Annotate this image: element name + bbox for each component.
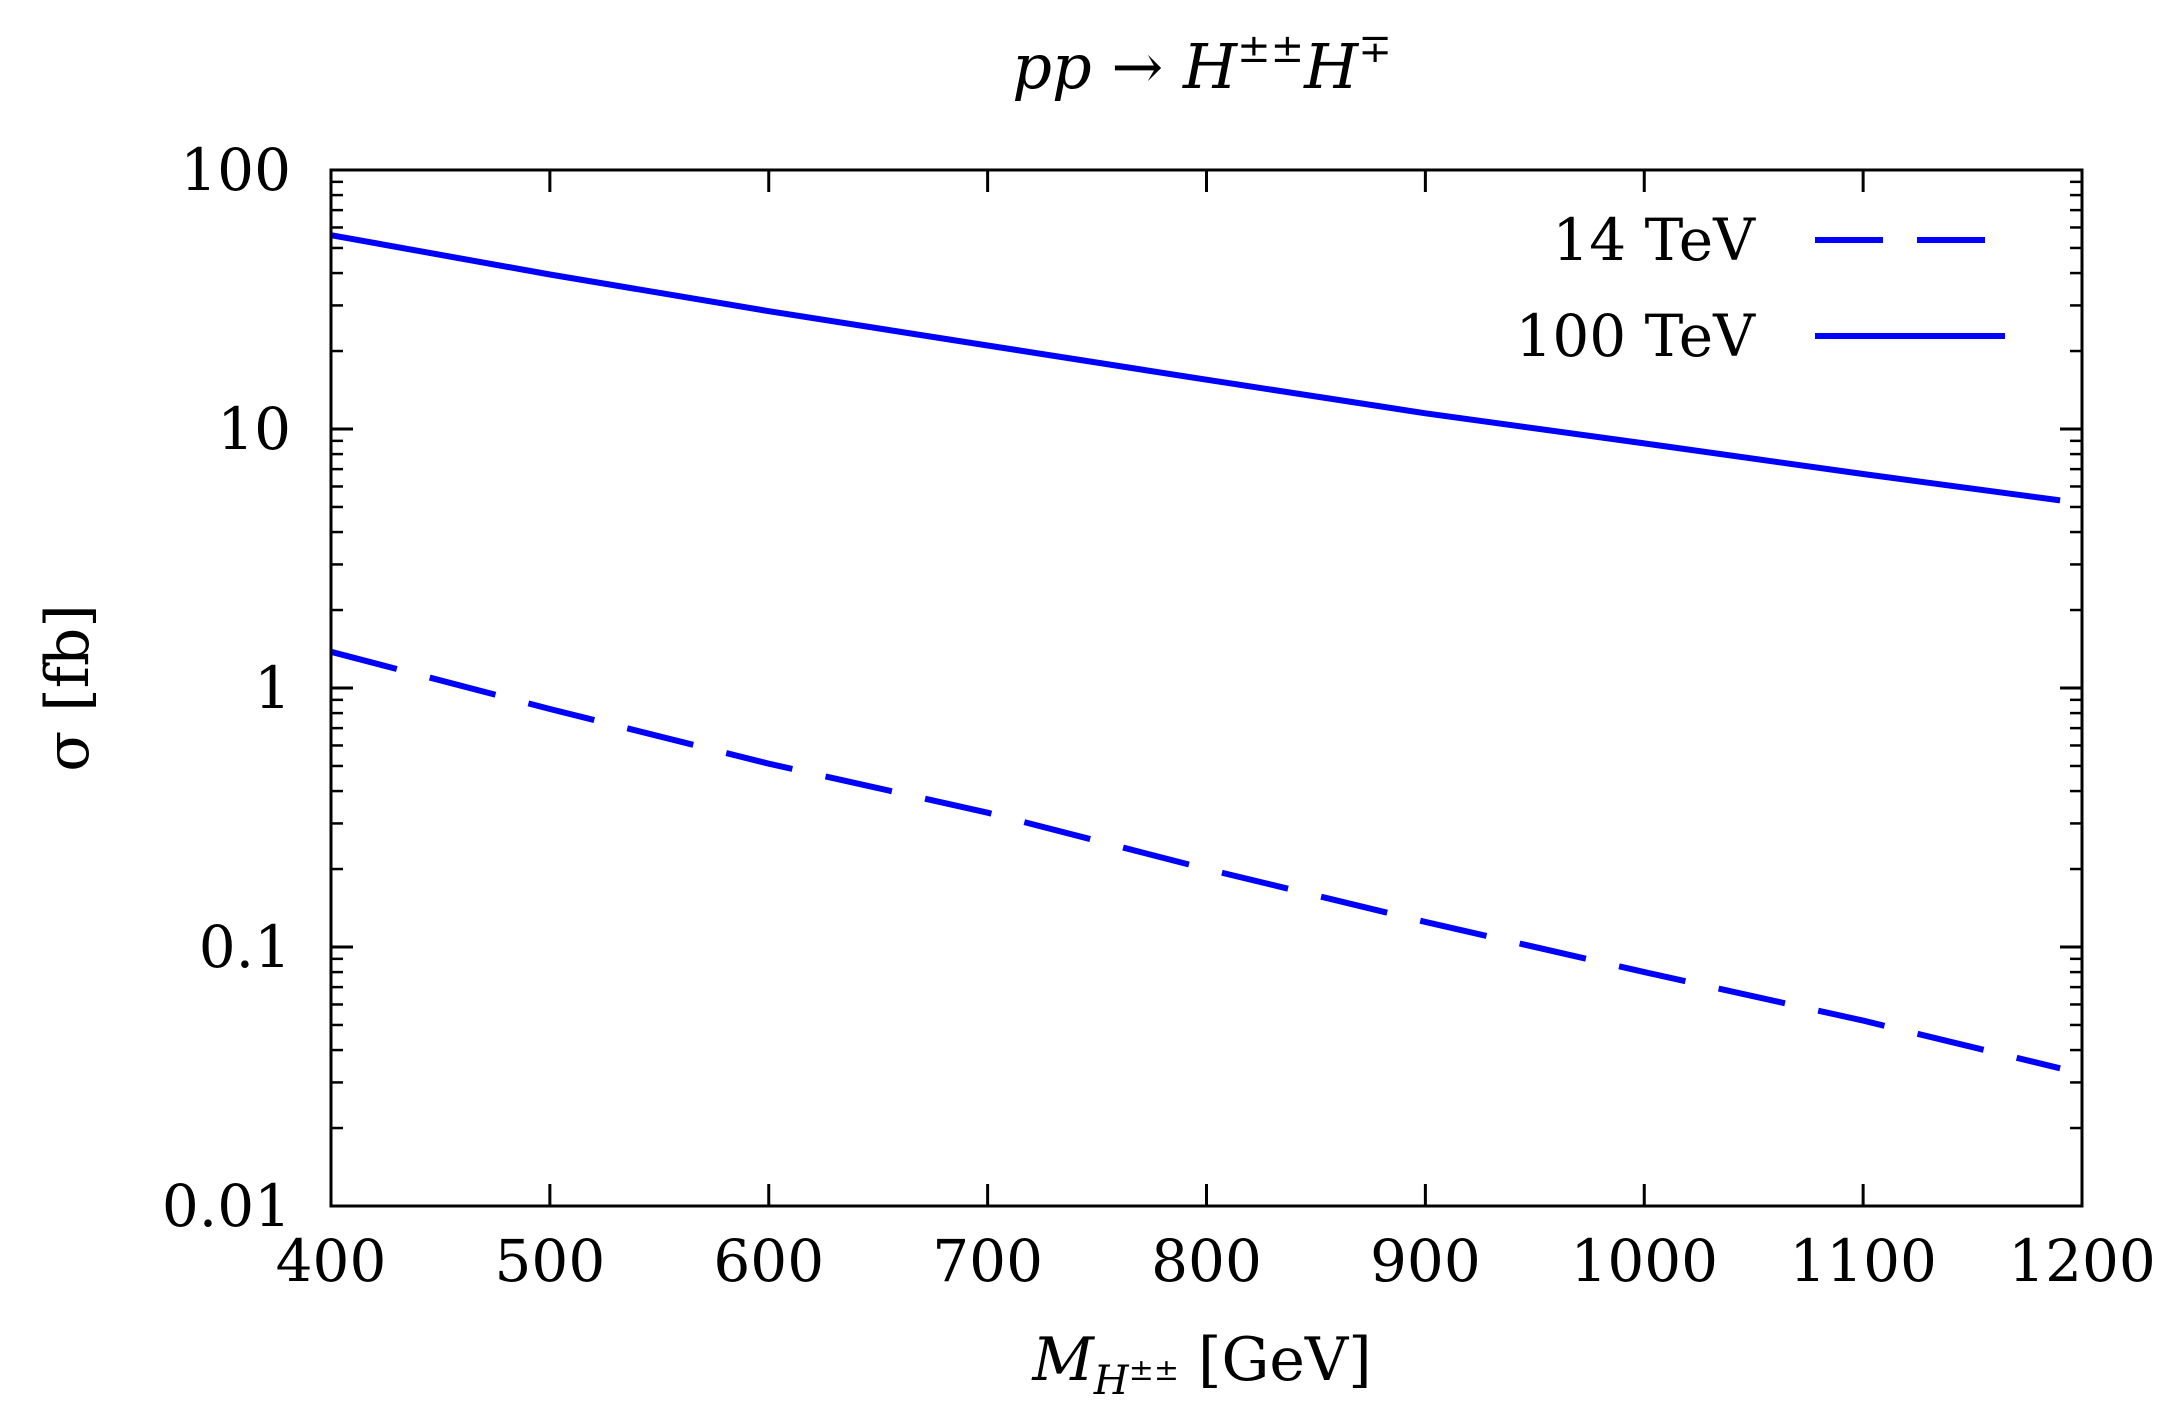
title-sup: ±± [1237,26,1304,72]
x-title-subsup: ±± [1129,1353,1179,1388]
y-axis-title-text: σ [fb] [33,604,103,771]
x-tick-label: 700 [932,1227,1043,1295]
axis-ticks [329,168,2084,1208]
title-rhs: H [1182,30,1239,103]
x-tick-label: 600 [713,1227,824,1295]
x-axis-title-text: MH±± [GeV] [1031,1325,1371,1404]
title-sup: ∓ [1358,26,1392,72]
y-tick-label: 1 [254,654,291,722]
x-tick-label: 800 [1151,1227,1262,1295]
series-line-100-tev [330,232,2061,504]
x-tick-labels: 400 500 600 700 800 900 1000 1100 1200 [276,1227,2156,1295]
x-tick-label: 1000 [1570,1227,1718,1295]
title-lhs: pp [1012,30,1091,103]
x-title-base: M [1031,1325,1095,1395]
x-tick-label: 400 [276,1227,387,1295]
title-arrow: → [1092,30,1183,103]
series-lines [330,232,2061,1072]
x-tick-label: 1100 [1789,1227,1937,1295]
legend-label: 14 TeV [1552,206,1756,274]
x-title-sub: H [1093,1358,1130,1404]
x-axis-title: MH±± [GeV] [1031,1325,1371,1404]
y-tick-label: 100 [180,136,291,204]
title-rhs: H [1303,30,1360,103]
y-tick-label: 0.1 [199,913,291,981]
chart-title: pp → H±±H∓ [1012,26,1391,103]
legend-label: 100 TeV [1515,302,1756,370]
y-axis-title: σ [fb] [33,604,103,771]
plot-frame [329,168,2084,1208]
y-tick-labels: 0.01 0.1 1 10 100 [162,136,291,1240]
legend: 14 TeV 100 TeV [1515,206,2005,370]
y-tick-label: 0.01 [162,1172,291,1240]
x-title-unit: [GeV] [1179,1325,1372,1395]
x-tick-label: 500 [495,1227,606,1295]
y-tick-label: 10 [217,395,291,463]
chart-title-text: pp → H±±H∓ [1012,26,1391,103]
series-line-14-tev [330,648,2061,1072]
x-tick-label: 1200 [2008,1227,2156,1295]
x-tick-label: 900 [1370,1227,1481,1295]
